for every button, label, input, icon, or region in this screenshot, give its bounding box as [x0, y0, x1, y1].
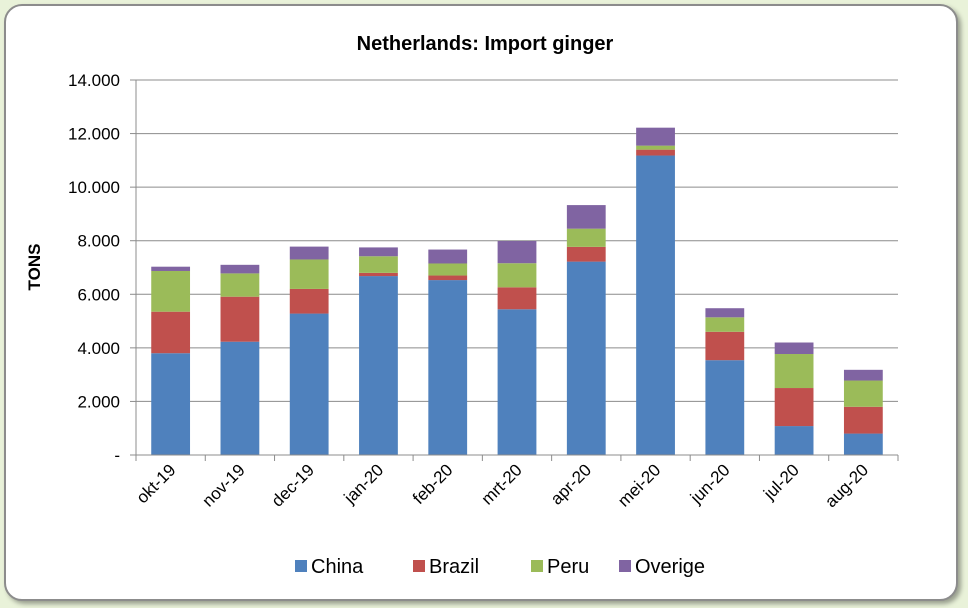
bar-china-jul-20: [774, 426, 814, 455]
legend-label-peru: Peru: [547, 556, 589, 578]
bar-china-jan-20: [359, 276, 398, 455]
bar-peru-jan-20: [359, 256, 398, 273]
bar-brazil-dec-19: [289, 288, 329, 314]
y-tick-label: 2.000: [77, 392, 120, 411]
x-tick-label: feb-20: [409, 460, 457, 508]
bar-peru-mei-20: [636, 145, 675, 150]
bar-peru-nov-19: [220, 273, 260, 297]
bar-peru-mrt-20: [497, 263, 537, 288]
legend-label-china: China: [311, 556, 364, 578]
bar-peru-okt-19: [151, 270, 191, 312]
bar-china-apr-20: [566, 261, 606, 455]
x-tick-label: nov-19: [199, 460, 249, 510]
legend-label-overige: Overige: [635, 556, 705, 578]
legend-swatch-brazil: [413, 560, 425, 572]
bar-overige-feb-20: [428, 249, 468, 264]
x-tick-label: okt-19: [133, 460, 180, 507]
bar-china-jun-20: [705, 360, 745, 455]
bar-china-feb-20: [428, 280, 468, 455]
x-tick-label: jan-20: [340, 460, 388, 508]
bar-overige-dec-19: [289, 246, 329, 260]
x-tick-label: aug-20: [821, 460, 872, 511]
y-tick-label: 14.000: [68, 71, 120, 90]
bar-peru-feb-20: [428, 263, 468, 276]
legend-swatch-china: [295, 560, 307, 572]
bar-brazil-jul-20: [774, 388, 814, 427]
bar-overige-okt-19: [151, 266, 191, 271]
bar-brazil-nov-19: [220, 296, 260, 342]
bar-china-dec-19: [289, 313, 329, 455]
bar-china-aug-20: [843, 433, 883, 455]
bar-overige-jul-20: [774, 342, 814, 355]
y-tick-label: 4.000: [77, 339, 120, 358]
bar-brazil-jan-20: [359, 272, 398, 277]
legend: China Brazil Peru Overige: [295, 556, 705, 578]
x-tick-label: dec-19: [268, 460, 318, 510]
y-tick-label: 8.000: [77, 232, 120, 251]
bar-overige-jan-20: [359, 247, 398, 257]
legend-swatch-peru: [531, 560, 543, 572]
bar-brazil-mrt-20: [497, 287, 537, 310]
bar-peru-jul-20: [774, 354, 814, 389]
bar-overige-mrt-20: [497, 240, 537, 264]
bar-brazil-okt-19: [151, 311, 191, 354]
bar-china-mei-20: [636, 155, 675, 456]
y-tick-label: 6.000: [77, 285, 120, 304]
x-tick-label: apr-20: [547, 460, 595, 508]
y-tick-label: 10.000: [68, 178, 120, 197]
bar-peru-aug-20: [843, 380, 883, 407]
bar-overige-jun-20: [705, 308, 745, 318]
legend-swatch-overige: [619, 560, 631, 572]
x-tick-label: mei-20: [614, 460, 664, 510]
x-tick-label: jul-20: [759, 460, 803, 504]
bar-peru-jun-20: [705, 317, 745, 332]
bar-overige-mei-20: [636, 127, 675, 146]
bar-brazil-mei-20: [636, 149, 675, 156]
bar-overige-apr-20: [566, 205, 606, 229]
x-tick-labels: okt-19 nov-19 dec-19 jan-20 feb-20 mrt-20 apr-…: [133, 460, 873, 511]
bar-china-nov-19: [220, 341, 260, 455]
bar-brazil-jun-20: [705, 331, 745, 361]
y-axis-label: TONS: [25, 244, 44, 291]
axes: [130, 79, 899, 461]
bar-brazil-feb-20: [428, 275, 468, 281]
x-tick-label: mrt-20: [478, 460, 526, 508]
bars: [151, 127, 883, 456]
bar-overige-nov-19: [220, 264, 260, 274]
chart-title: Netherlands: Import ginger: [357, 33, 614, 55]
bar-peru-apr-20: [566, 228, 606, 247]
bar-brazil-apr-20: [566, 246, 606, 262]
bar-brazil-aug-20: [843, 406, 883, 434]
x-tick-label: jun-20: [686, 460, 734, 508]
y-tick-label: 12.000: [68, 125, 120, 144]
bar-china-mrt-20: [497, 309, 537, 455]
legend-label-brazil: Brazil: [429, 556, 479, 578]
y-tick-labels: - 2.000 4.000 6.000 8.000 10.000 12.000 14.000: [68, 71, 120, 465]
bar-overige-aug-20: [843, 369, 883, 381]
gridlines: [136, 79, 898, 402]
y-tick-label: -: [114, 446, 120, 465]
bar-peru-dec-19: [289, 259, 329, 289]
bar-china-okt-19: [151, 353, 191, 455]
